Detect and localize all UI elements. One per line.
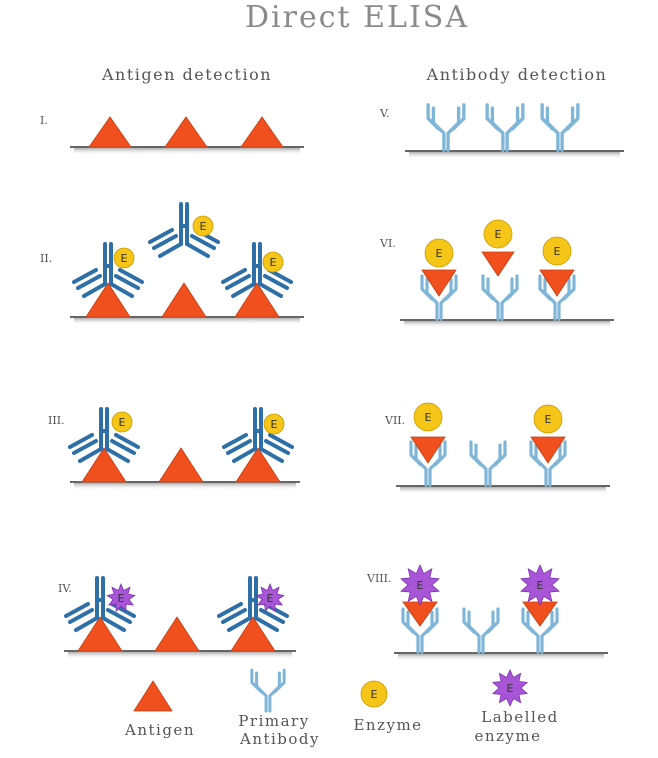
panel-4-antigen-3 [230, 616, 276, 652]
panel-2-antigen-2 [161, 282, 207, 318]
panel-3-antigen-1 [81, 447, 127, 483]
panel-8-labelled-enzyme-1: E [400, 563, 440, 607]
svg-text:E: E [537, 579, 544, 592]
panel-1-antigen-1 [88, 116, 132, 148]
panel-2-antibody-1 [72, 242, 144, 298]
legend-antigen-shape [133, 680, 173, 712]
panel-6-antigen-1 [421, 269, 457, 297]
svg-text:E: E [119, 416, 126, 429]
panel-6-antibody-2 [481, 274, 519, 321]
surface-panel-4 [64, 650, 296, 659]
svg-text:E: E [371, 688, 378, 701]
panel-label-5: V. [379, 107, 390, 120]
panel-7-antibody-1 [409, 440, 447, 487]
panel-5-antibody-2 [485, 103, 525, 152]
panel-6-antibody-1 [420, 274, 458, 321]
panel-6-enzyme-1: E [424, 238, 454, 268]
panel-2-enzyme-3: E [262, 251, 284, 273]
panel-label-4: IV. [58, 582, 72, 595]
svg-text:E: E [270, 256, 277, 269]
panel-7-antibody-2 [469, 440, 507, 487]
panel-label-8: VIII. [366, 572, 391, 585]
panel-2-antigen-1 [85, 282, 131, 318]
surface-panel-5 [405, 150, 624, 159]
svg-text:E: E [271, 418, 278, 431]
panel-4-antibody-1 [64, 576, 136, 632]
panel-2-antigen-3 [234, 282, 280, 318]
panel-label-3: III. [48, 414, 65, 427]
panel-6-antigen-3 [539, 269, 575, 297]
legend-labelled-enzyme-shape: E [491, 669, 529, 707]
panel-6-antibody-3 [538, 274, 576, 321]
panel-6-antigen-2 [481, 251, 515, 277]
panel-7-enzyme-2: E [533, 404, 563, 434]
panel-2-antibody-3 [221, 242, 293, 298]
panel-3-antibody-2 [222, 407, 294, 463]
legend-enzyme-label: Enzyme [353, 716, 422, 734]
panel-8-labelled-enzyme-2: E [520, 563, 560, 607]
panel-3-enzyme-2: E [263, 413, 285, 435]
panel-4-antigen-2 [154, 616, 200, 652]
surface-panel-3 [70, 481, 300, 490]
panel-3-antigen-2 [158, 447, 204, 483]
diagram-title: Direct ELISA [245, 0, 469, 35]
panel-5-antibody-1 [426, 103, 466, 152]
svg-text:E: E [121, 252, 128, 265]
panel-8-antibody-3 [521, 607, 559, 654]
svg-text:E: E [200, 220, 207, 233]
legend-labelled-enzyme-label-line1: Labelled [481, 708, 558, 726]
panel-1-antigen-3 [240, 116, 284, 148]
column-heading-antibody-detection: Antibody detection [426, 65, 608, 84]
panel-8-antibody-1 [401, 607, 439, 654]
svg-text:E: E [495, 228, 502, 241]
surface-panel-1 [70, 146, 304, 155]
svg-text:E: E [545, 413, 552, 426]
panel-label-2: II. [40, 252, 52, 265]
panel-4-labelled-enzyme-2: E [255, 582, 285, 613]
svg-text:E: E [554, 245, 561, 258]
panel-7-antibody-3 [529, 440, 567, 487]
legend-primary-antibody-label-line1: Primary [238, 712, 309, 730]
legend-enzyme-shape: E [360, 680, 388, 708]
panel-4-antibody-2 [217, 576, 289, 632]
panel-4-labelled-enzyme-1: E [106, 582, 136, 613]
legend-antigen-label: Antigen [124, 721, 195, 739]
svg-text:E: E [267, 592, 274, 605]
panel-8-antibody-2 [462, 607, 500, 654]
panel-label-1: I. [40, 114, 48, 127]
svg-text:E: E [417, 579, 424, 592]
svg-text:E: E [436, 247, 443, 260]
panel-label-6: VI. [379, 237, 396, 250]
panel-7-antigen-2 [530, 436, 566, 464]
panel-2-enzyme-1: E [113, 247, 135, 269]
svg-text:E: E [425, 411, 432, 424]
legend-primary-antibody-label-line2: Antibody [239, 730, 320, 748]
panel-3-antigen-3 [235, 447, 281, 483]
panel-7-enzyme-1: E [413, 402, 443, 432]
legend-labelled-enzyme-label-line2: enzyme [474, 727, 541, 745]
panel-5-antibody-3 [540, 103, 580, 152]
surface-panel-2 [70, 316, 304, 325]
svg-text:E: E [118, 592, 125, 605]
surface-panel-7 [396, 485, 610, 494]
panel-3-antibody-1 [68, 407, 140, 463]
surface-panel-8 [394, 652, 608, 661]
column-heading-antigen-detection: Antigen detection [101, 65, 272, 84]
panel-3-enzyme-1: E [111, 411, 133, 433]
svg-text:E: E [507, 682, 514, 695]
panel-6-enzyme-3: E [542, 236, 572, 266]
molecules: E E E E E E E E E E E E E E E E [64, 103, 580, 713]
panel-1-antigen-2 [164, 116, 208, 148]
panel-7-antigen-1 [410, 436, 446, 464]
panel-2-antibody-2-free [148, 202, 220, 258]
panel-4-antigen-1 [77, 616, 123, 652]
panel-2-enzyme-2: E [192, 215, 214, 237]
legend-primary-antibody-shape [250, 668, 286, 713]
surface-panel-6 [400, 319, 614, 328]
panel-6-enzyme-2: E [483, 219, 513, 249]
panel-label-7: VII. [384, 414, 405, 427]
